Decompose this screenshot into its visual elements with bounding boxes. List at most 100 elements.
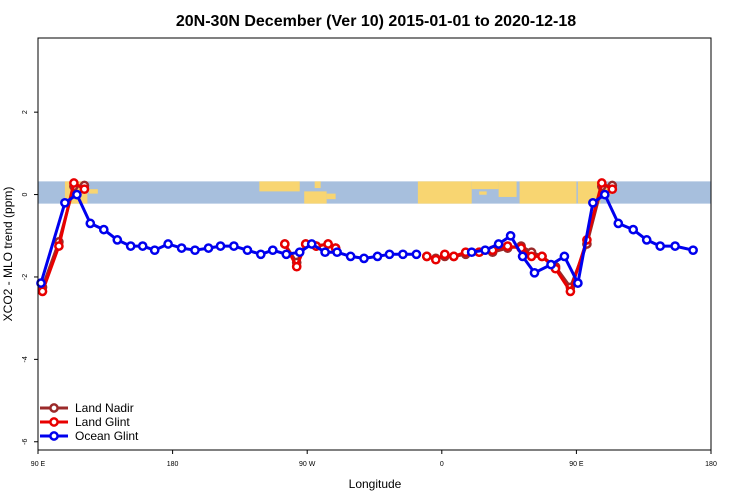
point-land-glint-25 [607,184,618,195]
point-ocean-glint-6 [125,241,136,251]
map-land-2 [259,181,300,192]
x-tick-label-4: 90 E [569,461,584,468]
series-line-land-glint-0 [41,181,86,292]
y-tick-label-4: 2 [22,110,29,114]
point-ocean-glint-22 [332,247,342,258]
point-ocean-glint-31 [493,239,504,249]
y-axis-label: XCO2 - MLO trend (ppm) [1,187,15,322]
point-ocean-glint-44 [670,241,680,251]
point-ocean-glint-17 [267,245,278,256]
x-tick-label-2: 90 W [299,461,316,468]
point-ocean-glint-45 [688,245,698,256]
map-land-5 [314,181,321,189]
plot-frame [37,37,712,451]
point-land-glint-17 [502,241,513,251]
point-ocean-glint-23 [345,251,356,262]
point-ocean-glint-41 [628,224,639,235]
y-tick-label-0: -6 [22,439,29,445]
y-tick-label-3: 0 [22,193,29,197]
y-tick-label-1: -4 [22,356,29,362]
point-land-glint-8 [323,239,333,249]
legend: Land Nadir Land Glint Ocean Glint [40,401,139,443]
point-ocean-glint-27 [398,249,408,260]
legend-marker-ocean-glint [49,431,59,441]
map-land-1 [88,189,98,194]
series-layer [36,178,698,297]
point-ocean-glint-43 [655,241,666,251]
map-land-7 [471,181,499,190]
point-ocean-glint-18 [281,249,292,260]
x-tick-label-0: 90 E [31,461,46,468]
point-ocean-glint-9 [163,239,173,249]
legend-item-ocean-glint: Ocean Glint [40,429,139,443]
chart-title: 20N-30N December (Ver 10) 2015-01-01 to … [176,13,576,30]
legend-label-ocean-glint: Ocean Glint [75,429,139,443]
y-tick-label-2: -2 [22,274,29,280]
point-ocean-glint-24 [359,253,369,264]
point-ocean-glint-0 [36,278,46,288]
x-axis: 90 E 180 90 W 0 90 E 180 [31,450,717,468]
point-ocean-glint-3 [85,218,96,229]
x-axis-label: Longitude [349,477,402,491]
point-land-glint-2 [69,178,79,188]
point-land-glint-11 [430,254,441,265]
point-ocean-glint-30 [480,245,491,256]
map-land-6 [417,181,472,204]
point-ocean-glint-11 [190,245,200,256]
point-ocean-glint-19 [294,247,305,258]
point-land-glint-5 [291,261,302,272]
x-tick-label-1: 180 [167,461,179,468]
point-ocean-glint-13 [215,241,226,251]
point-ocean-glint-36 [559,251,570,262]
point-ocean-glint-10 [176,243,187,253]
legend-marker-land-nadir [49,403,59,413]
point-ocean-glint-38 [588,197,598,208]
point-land-glint-13 [448,251,459,262]
point-ocean-glint-35 [546,259,556,270]
point-ocean-glint-29 [466,247,477,258]
point-ocean-glint-34 [529,267,540,278]
map-land-11 [577,181,601,204]
point-ocean-glint-5 [112,235,123,245]
point-ocean-glint-1 [60,197,70,208]
point-ocean-glint-12 [203,243,214,253]
map-land-10 [519,181,577,204]
point-land-glint-10 [421,251,432,262]
point-ocean-glint-37 [573,278,583,288]
x-tick-label-5: 180 [705,461,717,468]
legend-marker-land-glint [49,417,59,427]
point-land-glint-19 [526,251,537,262]
point-ocean-glint-4 [98,224,109,235]
point-land-glint-1 [54,241,64,251]
map-land-3 [304,191,327,204]
point-land-glint-22 [565,286,576,297]
point-ocean-glint-39 [599,189,610,200]
legend-label-land-nadir: Land Nadir [75,401,134,415]
point-ocean-glint-28 [411,249,422,260]
y-axis: -6 -4 -2 0 2 [22,110,38,445]
legend-label-land-glint: Land Glint [75,415,130,429]
point-ocean-glint-26 [384,249,395,260]
point-ocean-glint-42 [641,235,652,245]
series-ocean-glint [36,189,698,288]
x-tick-label-3: 0 [440,461,444,468]
point-ocean-glint-25 [372,251,383,262]
point-land-glint-12 [439,249,450,260]
point-ocean-glint-15 [242,245,253,256]
point-ocean-glint-40 [613,218,624,229]
point-land-glint-4 [279,239,290,249]
point-ocean-glint-2 [72,189,82,200]
point-ocean-glint-20 [306,239,317,249]
point-ocean-glint-32 [505,230,516,241]
map-land-8 [498,181,517,197]
point-ocean-glint-33 [517,251,528,262]
point-land-glint-3 [79,184,90,195]
series-line-ocean-glint-0 [39,193,417,284]
legend-item-land-glint: Land Glint [40,415,130,429]
point-ocean-glint-8 [149,245,160,256]
map-land-9 [479,191,487,195]
point-ocean-glint-21 [320,247,330,258]
point-ocean-glint-16 [255,249,266,260]
point-land-glint-24 [596,178,607,188]
